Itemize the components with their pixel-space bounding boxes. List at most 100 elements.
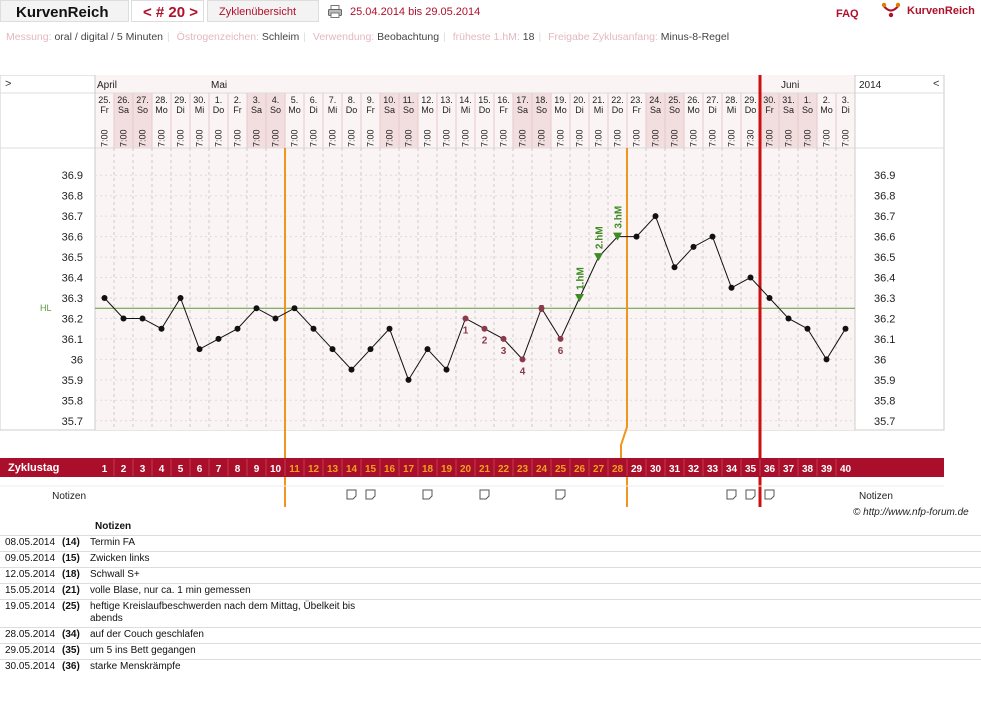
cycle-day-number: 35: [745, 464, 757, 475]
top-bar: KurvenReich < # 20 > Zyklenübersicht 25.…: [0, 0, 981, 25]
cycle-overview-link[interactable]: Zyklenübersicht: [219, 6, 297, 18]
day-weekday: Di: [575, 105, 584, 115]
weekend-shade: [114, 93, 133, 148]
year-label: 2014: [859, 80, 882, 91]
measurement-info-bar: Messung: oral / digital / 5 Minuten | Öst…: [6, 31, 730, 43]
cycle-day-number: 15: [365, 464, 377, 475]
day-weekday: Do: [479, 105, 491, 115]
day-weekday: So: [403, 105, 414, 115]
cycle-day-number: 29: [631, 464, 643, 475]
day-time: 7:00: [651, 129, 661, 147]
temperature-point: [747, 274, 754, 281]
day-time: 7:00: [499, 129, 509, 147]
day-weekday: Do: [745, 105, 757, 115]
info-value: Schleim: [261, 31, 300, 43]
cycle-day-number: 39: [821, 464, 833, 475]
logo-text: KurvenReich: [907, 5, 975, 17]
cycle-number-nav[interactable]: < # 20 >: [143, 4, 199, 21]
note-cycle-day: (14): [62, 537, 80, 548]
info-key: Verwendung:: [312, 31, 375, 43]
note-date: 28.05.2014: [5, 629, 56, 640]
notizen-label-right: Notizen: [859, 491, 893, 502]
note-text: Schwall S+: [90, 569, 140, 580]
day-time: 7:00: [613, 129, 623, 147]
cycle-day-number: 5: [178, 464, 184, 475]
cycle-day-number: 7: [216, 464, 222, 475]
weekend-shade: [247, 93, 266, 148]
brand-title[interactable]: KurvenReich: [16, 4, 109, 21]
y-tick-label-right: 36.5: [874, 252, 895, 264]
y-tick-label-left: 36.9: [62, 170, 83, 182]
day-weekday: Sa: [783, 105, 794, 115]
day-weekday: Mi: [594, 105, 604, 115]
day-time: 7:00: [822, 129, 832, 147]
y-tick-label-left: 36.7: [62, 211, 83, 223]
low-measurement-point: [481, 325, 488, 332]
weekend-shade: [513, 93, 532, 148]
high-measurement-marker: [594, 253, 603, 262]
weekend-shade: [760, 93, 779, 148]
temperature-point: [386, 325, 393, 332]
y-tick-label-right: 36: [874, 354, 886, 366]
weekend-shade: [532, 93, 551, 148]
note-cycle-day: (21): [62, 585, 80, 596]
month-label: Juni: [781, 80, 799, 91]
day-date: 30.: [763, 95, 776, 105]
note-cycle-day: (18): [62, 569, 80, 580]
y-tick-label-right: 36.4: [874, 273, 895, 285]
day-date: 2.: [823, 95, 831, 105]
info-value: Beobachtung: [377, 31, 440, 43]
day-time: 7:00: [100, 129, 110, 147]
cycle-day-number: 36: [764, 464, 776, 475]
temperature-point: [139, 315, 146, 322]
day-time: 7:00: [119, 129, 129, 147]
day-date: 2.: [234, 95, 242, 105]
day-time: 7:00: [423, 129, 433, 147]
y-tick-label-left: 35.8: [62, 395, 83, 407]
day-date: 30.: [193, 95, 206, 105]
note-text: Termin FA: [90, 537, 136, 548]
day-date: 18.: [535, 95, 548, 105]
cycle-nav-box: [131, 0, 204, 22]
day-date: 1.: [804, 95, 812, 105]
day-time: 7:00: [632, 129, 642, 147]
day-date: 25.: [668, 95, 681, 105]
temperature-point: [766, 295, 773, 301]
day-weekday: Di: [309, 105, 318, 115]
day-time: 7:00: [670, 129, 680, 147]
low-measurement-label: 1: [463, 325, 469, 336]
day-time: 7:30: [746, 129, 756, 147]
cycle-day-number: 28: [612, 464, 624, 475]
day-date: 20.: [573, 95, 586, 105]
day-time: 7:00: [461, 129, 471, 147]
day-weekday: Fr: [100, 105, 109, 115]
low-measurement-label: 4: [520, 366, 526, 377]
print-icon[interactable]: [328, 5, 342, 18]
day-time: 7:00: [233, 129, 243, 147]
temperature-point: [177, 295, 184, 301]
day-time: 7:00: [366, 129, 376, 147]
temperature-point: [348, 366, 355, 373]
info-key: Freigabe Zyklusanfang:: [548, 31, 658, 43]
day-time: 7:00: [138, 129, 148, 147]
cycle-day-number: 26: [574, 464, 586, 475]
high-measurement-marker: [575, 294, 584, 302]
day-time: 7:00: [157, 129, 167, 147]
day-time: 7:00: [689, 129, 699, 147]
cycle-day-number: 11: [289, 464, 300, 475]
day-date: 7.: [329, 95, 337, 105]
day-date: 12.: [421, 95, 434, 105]
temperature-point: [633, 233, 640, 240]
day-weekday: So: [270, 105, 281, 115]
day-date: 28.: [155, 95, 168, 105]
day-weekday: Fr: [499, 105, 508, 115]
day-weekday: Do: [346, 105, 358, 115]
day-time: 7:00: [385, 129, 395, 147]
cycle-day-number: 16: [384, 464, 396, 475]
day-date: 5.: [291, 95, 299, 105]
day-weekday: Di: [708, 105, 717, 115]
nav-right-arrow: <: [933, 78, 939, 90]
y-tick-label-left: 36.6: [62, 232, 83, 244]
y-tick-label-left: 36.2: [62, 313, 83, 325]
faq-link[interactable]: FAQ: [836, 8, 859, 20]
